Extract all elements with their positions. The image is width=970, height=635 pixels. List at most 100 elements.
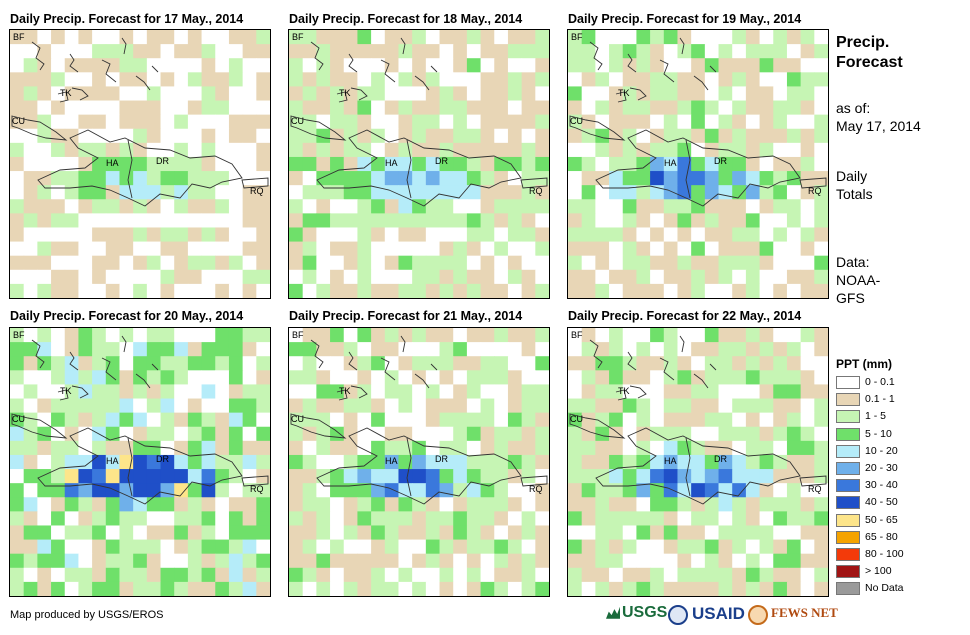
- precip-cell: [289, 142, 304, 158]
- precip-cell: [105, 440, 120, 456]
- precip-cell: [384, 86, 399, 102]
- precip-cell: [521, 128, 536, 144]
- precip-cell: [316, 269, 331, 285]
- precip-cell: [92, 72, 107, 87]
- precip-cell: [704, 44, 720, 59]
- precip-cell: [677, 58, 692, 73]
- precip-cell: [453, 128, 468, 144]
- precip-cell: [133, 128, 148, 144]
- precip-cell: [146, 128, 162, 144]
- precip-cell: [425, 469, 441, 484]
- precip-cell: [78, 356, 93, 371]
- precip-cell: [133, 342, 148, 357]
- precip-cell: [595, 370, 610, 385]
- precip-cell: [636, 185, 651, 200]
- precip-cell: [814, 114, 828, 130]
- precip-cell: [507, 412, 523, 428]
- precip-cell: [187, 370, 203, 385]
- precip-cell: [371, 469, 386, 484]
- precip-cell: [439, 384, 454, 400]
- precip-cell: [704, 72, 720, 87]
- precip-cell: [759, 86, 774, 102]
- precip-cell: [412, 469, 427, 484]
- precip-cell: [595, 398, 610, 414]
- precip-cell: [704, 426, 720, 442]
- precip-cell: [201, 128, 216, 144]
- precip-cell: [535, 241, 549, 257]
- precip-cell: [23, 412, 38, 428]
- precip-cell: [439, 58, 454, 73]
- cuba-outline: [569, 413, 626, 439]
- precip-cell: [215, 412, 230, 428]
- precip-cell: [215, 454, 230, 470]
- precip-cell: [622, 255, 637, 271]
- precip-cell: [228, 44, 244, 59]
- precip-cell: [800, 511, 815, 526]
- precip-cell: [302, 440, 317, 456]
- precip-cell: [786, 213, 802, 228]
- precip-cell: [773, 199, 788, 214]
- precip-cell: [425, 454, 441, 470]
- precip-cell: [622, 58, 637, 73]
- precip-cell: [242, 370, 257, 385]
- precip-cell: [535, 199, 549, 214]
- precip-cell: [146, 469, 162, 484]
- precip-cell: [119, 440, 134, 456]
- precip-cell: [371, 114, 386, 130]
- puerto-rico-outline: [799, 177, 827, 189]
- precip-cell: [745, 525, 761, 541]
- precip-cell: [23, 283, 38, 298]
- precip-cell: [595, 30, 610, 45]
- precip-cell: [330, 539, 345, 555]
- precip-cell: [568, 213, 583, 228]
- precip-cell: [622, 86, 637, 102]
- precip-cell: [480, 384, 495, 400]
- map-label-dr: DR: [714, 454, 727, 464]
- precip-cell: [595, 567, 610, 583]
- cuba-outline: [290, 115, 347, 141]
- precip-cell: [636, 255, 651, 271]
- precip-cell: [814, 539, 828, 555]
- precip-cell: [64, 342, 79, 357]
- precip-cell: [357, 185, 372, 200]
- totals-line2: Totals: [836, 186, 873, 202]
- precip-cell: [412, 483, 427, 498]
- precip-cell: [453, 269, 468, 285]
- precip-cell: [316, 398, 331, 414]
- precip-cell: [174, 356, 189, 371]
- precip-cell: [480, 30, 495, 45]
- precip-cell: [814, 86, 828, 102]
- precip-cell: [439, 342, 454, 357]
- precip-cell: [466, 156, 482, 172]
- precip-cell: [622, 384, 637, 400]
- precip-cell: [412, 185, 427, 200]
- precip-cell: [105, 171, 120, 186]
- precip-cell: [732, 356, 747, 371]
- precip-cell: [786, 269, 802, 285]
- precip-cell: [10, 384, 25, 400]
- precip-cell: [663, 328, 678, 343]
- bahamas-islands-outline: [57, 91, 69, 103]
- precip-cell: [302, 398, 317, 414]
- precip-cell: [330, 454, 345, 470]
- precip-cell: [732, 398, 747, 414]
- precip-cell: [302, 44, 317, 59]
- precip-cell: [92, 567, 107, 583]
- precip-cell: [78, 100, 93, 116]
- precip-cell: [425, 86, 441, 102]
- precip-cell: [759, 142, 774, 158]
- precip-cell: [412, 114, 427, 130]
- precip-cell: [425, 283, 441, 298]
- precip-cell: [146, 483, 162, 498]
- precip-cell: [677, 412, 692, 428]
- precip-cell: [535, 185, 549, 200]
- precip-cell: [215, 370, 230, 385]
- precip-cell: [384, 199, 399, 214]
- precip-cell: [343, 426, 358, 442]
- precip-cell: [535, 440, 549, 456]
- precip-cell: [187, 469, 203, 484]
- precip-cell: [595, 44, 610, 59]
- precip-cell: [622, 269, 637, 285]
- precip-cell: [289, 72, 304, 87]
